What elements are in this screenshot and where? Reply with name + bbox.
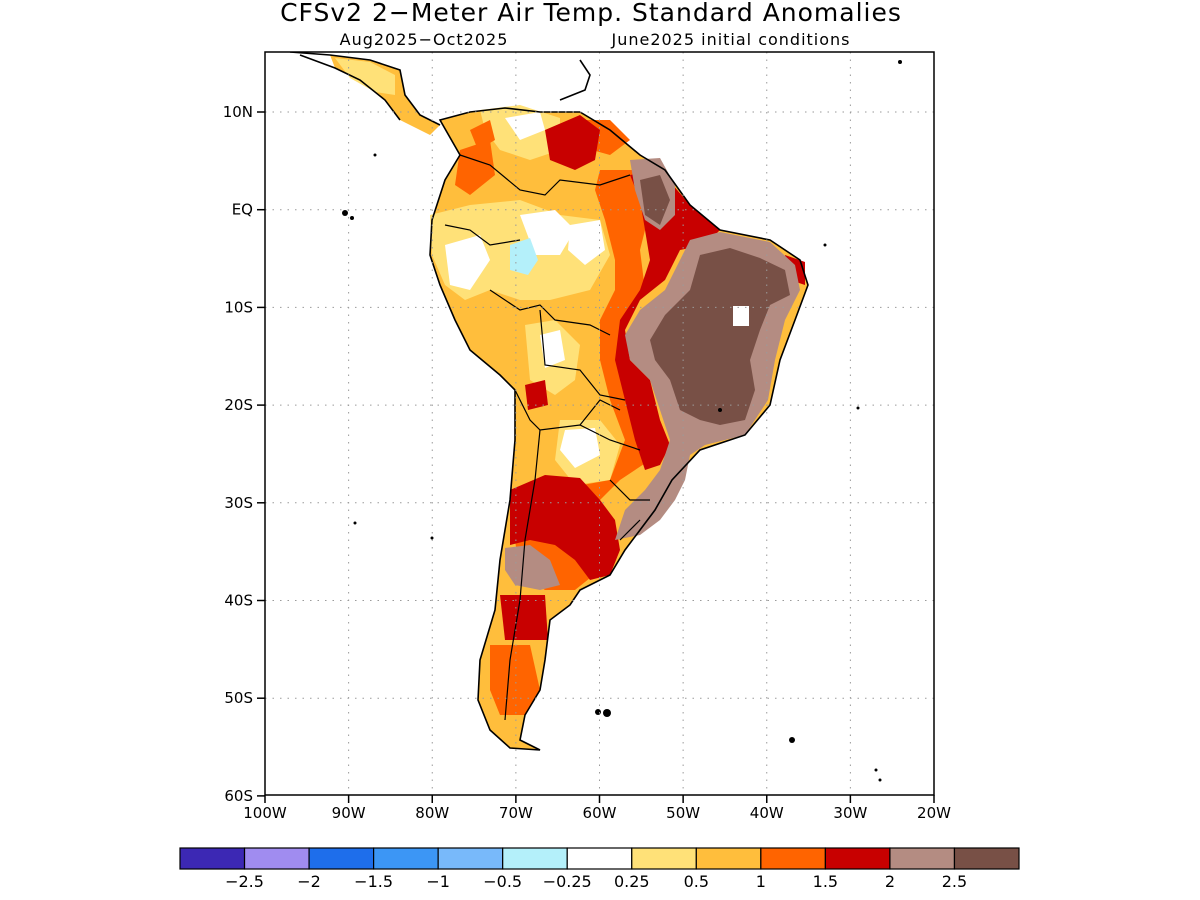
anomaly-max-zone [650, 248, 790, 425]
colorbar-swatch [243, 847, 310, 870]
lat-tick-label: 10N [223, 103, 253, 121]
lon-tick-label: 70W [499, 804, 533, 822]
colorbar-swatch [953, 847, 1020, 870]
latitude-axis: 10N EQ 10S 20S 30S 40S 50S 60S [223, 103, 265, 805]
map-subtitle-initial-conditions: June2025 initial conditions [610, 30, 850, 49]
anomaly-negative-zone [510, 238, 538, 275]
colorbar-label: 1.5 [813, 872, 838, 891]
colorbar-label: 2.5 [942, 872, 967, 891]
colorbar-swatch [437, 847, 504, 870]
anomaly-max-zone-north [640, 175, 670, 225]
colorbar-swatch [631, 847, 697, 870]
colorbar-label: 1 [756, 872, 766, 891]
colorbar-label: −0.25 [543, 872, 592, 891]
colorbar-label: 2 [885, 872, 895, 891]
country-borders [444, 154, 650, 721]
colorbar-swatch [373, 847, 439, 870]
map-title: CFSv2 2−Meter Air Temp. Standard Anomali… [280, 0, 902, 27]
lat-tick-label: 10S [224, 298, 253, 316]
map-subtitle-period: Aug2025−Oct2025 [340, 30, 509, 49]
colorbar-swatch [889, 847, 956, 870]
lat-tick-label: EQ [232, 201, 253, 219]
longitude-axis: 100W 90W 80W 70W 60W 50W 40W 30W 20W [243, 795, 951, 822]
anomaly-gap [733, 306, 749, 326]
lon-tick-label: 20W [917, 804, 951, 822]
colorbar: −2.5 −2 −1.5 −1 −0.5 −0.25 0.25 0.5 1 1.5 2 2.5 [179, 847, 1020, 891]
lat-tick-label: 20S [224, 396, 253, 414]
colorbar-label: 0.25 [614, 872, 650, 891]
lat-tick-label: 50S [224, 689, 253, 707]
colorbar-label: −0.5 [483, 872, 522, 891]
colorbar-swatch [824, 847, 891, 870]
coastlines [289, 52, 809, 751]
lat-tick-label: 40S [224, 592, 253, 610]
colorbar-swatch [695, 847, 762, 870]
lon-tick-label: 50W [666, 804, 700, 822]
lon-tick-label: 100W [243, 804, 287, 822]
colorbar-label: −1 [426, 872, 450, 891]
lon-tick-label: 90W [332, 804, 366, 822]
lon-tick-label: 60W [583, 804, 617, 822]
colorbar-swatch [179, 847, 246, 870]
colorbar-swatch [502, 847, 568, 870]
islands [342, 60, 902, 782]
colorbar-label: −2 [297, 872, 321, 891]
colorbar-label: −2.5 [225, 872, 264, 891]
colorbar-swatch [308, 847, 375, 870]
lat-tick-label: 60S [224, 787, 253, 805]
lat-tick-label: 30S [224, 494, 253, 512]
colorbar-swatch [566, 847, 633, 870]
colorbar-swatch [760, 847, 826, 870]
colorbar-label: −1.5 [354, 872, 393, 891]
colorbar-label: 0.5 [684, 872, 709, 891]
anomaly-2p5-zone-south [505, 545, 560, 590]
lon-tick-label: 30W [833, 804, 867, 822]
lon-tick-label: 40W [750, 804, 784, 822]
anomaly-field [289, 52, 902, 782]
lon-tick-label: 80W [415, 804, 449, 822]
